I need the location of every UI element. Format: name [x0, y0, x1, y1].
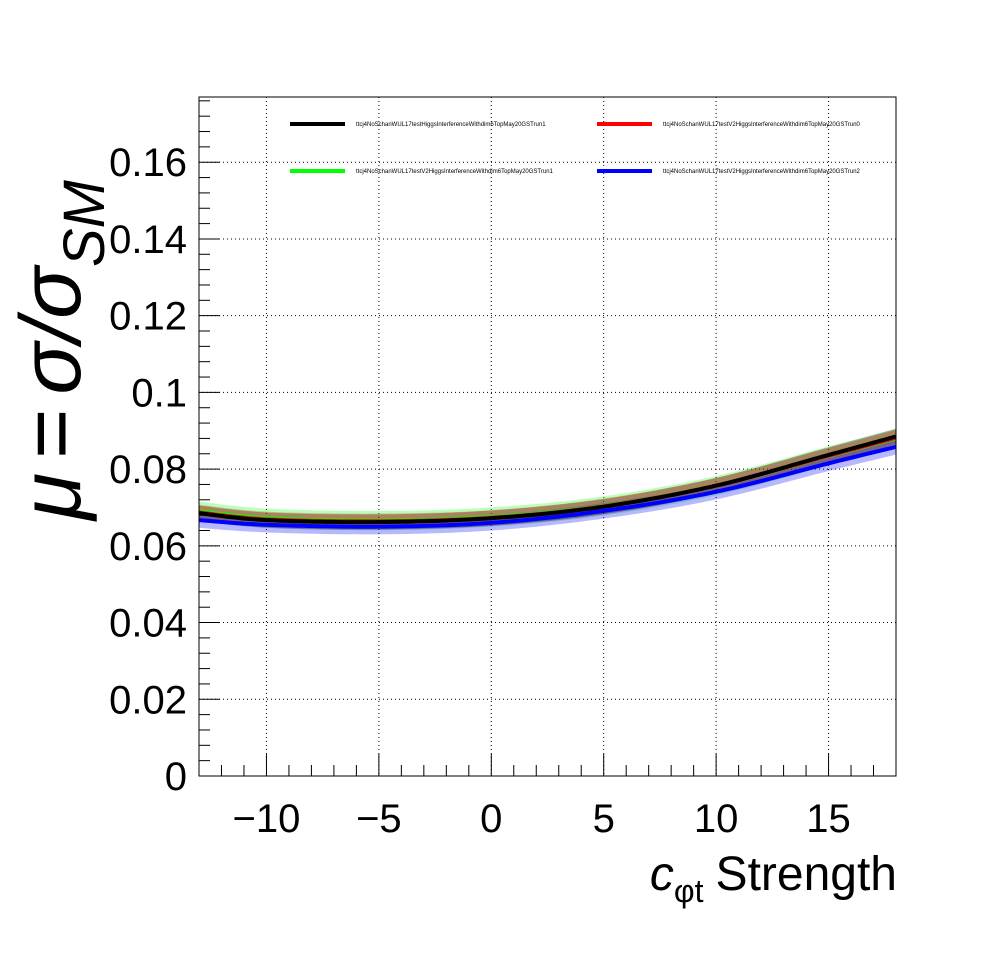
legend-label: ttcj4NoSchanWUL17testV2HiggsInterference… — [663, 169, 861, 175]
legend: ttcj4NoSchanWUL17testHiggsInterferenceWi… — [290, 122, 861, 175]
y-axis-rhs: σ/σ — [3, 264, 99, 395]
y-axis-equals: = — [3, 409, 99, 459]
y-tick-label: 0.12 — [109, 295, 187, 339]
y-tick-label: 0.16 — [109, 141, 187, 185]
y-tick-label: 0.08 — [109, 448, 187, 492]
legend-label: ttcj4NoSchanWUL17testHiggsInterferenceWi… — [356, 122, 546, 128]
series-lines — [198, 434, 897, 529]
grid-lines — [199, 97, 896, 776]
x-axis-text: Strength — [716, 848, 897, 901]
x-tick-label: −10 — [233, 797, 301, 841]
y-tick-label: 0.04 — [109, 602, 187, 646]
legend-label: ttcj4NoSchanWUL17testV2HiggsInterference… — [663, 122, 861, 128]
x-axis-subscript: φt — [674, 873, 704, 909]
y-tick-label: 0.14 — [109, 218, 187, 262]
x-tick-label: 15 — [806, 797, 851, 841]
y-axis-title: μ = σ/σSM — [3, 179, 117, 522]
x-tick-label: 0 — [480, 797, 502, 841]
y-axis-lhs: μ — [3, 473, 99, 522]
axis-ticks — [198, 100, 897, 777]
y-tick-labels: 0 0.02 0.04 0.06 0.08 0.1 0.12 0.14 0.16 — [109, 141, 187, 799]
y-tick-label: 0.1 — [131, 371, 187, 415]
y-tick-label: 0.02 — [109, 678, 187, 722]
y-axis-subscript: SM — [52, 179, 117, 267]
x-tick-labels: −10 −5 0 5 10 15 — [233, 797, 851, 841]
y-tick-label: 0 — [165, 755, 187, 799]
x-axis-title: cφt Strength — [650, 848, 897, 909]
y-tick-label: 0.06 — [109, 525, 187, 569]
plot-frame — [198, 96, 897, 777]
series-line — [198, 434, 897, 525]
x-axis-symbol: c — [650, 848, 674, 901]
legend-label: ttcj4NoSchanWUL17testV2HiggsInterference… — [356, 169, 554, 175]
x-tick-label: 10 — [694, 797, 739, 841]
series-line — [198, 444, 897, 529]
x-tick-label: 5 — [593, 797, 615, 841]
x-tick-label: −5 — [356, 797, 402, 841]
